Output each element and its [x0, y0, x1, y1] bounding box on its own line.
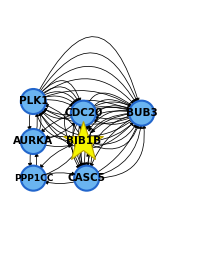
Text: CASC5: CASC5: [68, 173, 106, 183]
Text: PPP1CC: PPP1CC: [14, 174, 53, 183]
Circle shape: [74, 166, 99, 191]
Text: BIB1B: BIB1B: [66, 136, 101, 147]
Text: AURKA: AURKA: [13, 136, 53, 147]
Text: PLK1: PLK1: [19, 96, 48, 106]
Circle shape: [21, 166, 46, 191]
Text: BUB3: BUB3: [126, 108, 158, 118]
Circle shape: [129, 101, 154, 126]
Text: CDC20: CDC20: [64, 108, 103, 118]
Circle shape: [21, 89, 46, 114]
Circle shape: [21, 129, 46, 154]
Circle shape: [71, 101, 96, 126]
